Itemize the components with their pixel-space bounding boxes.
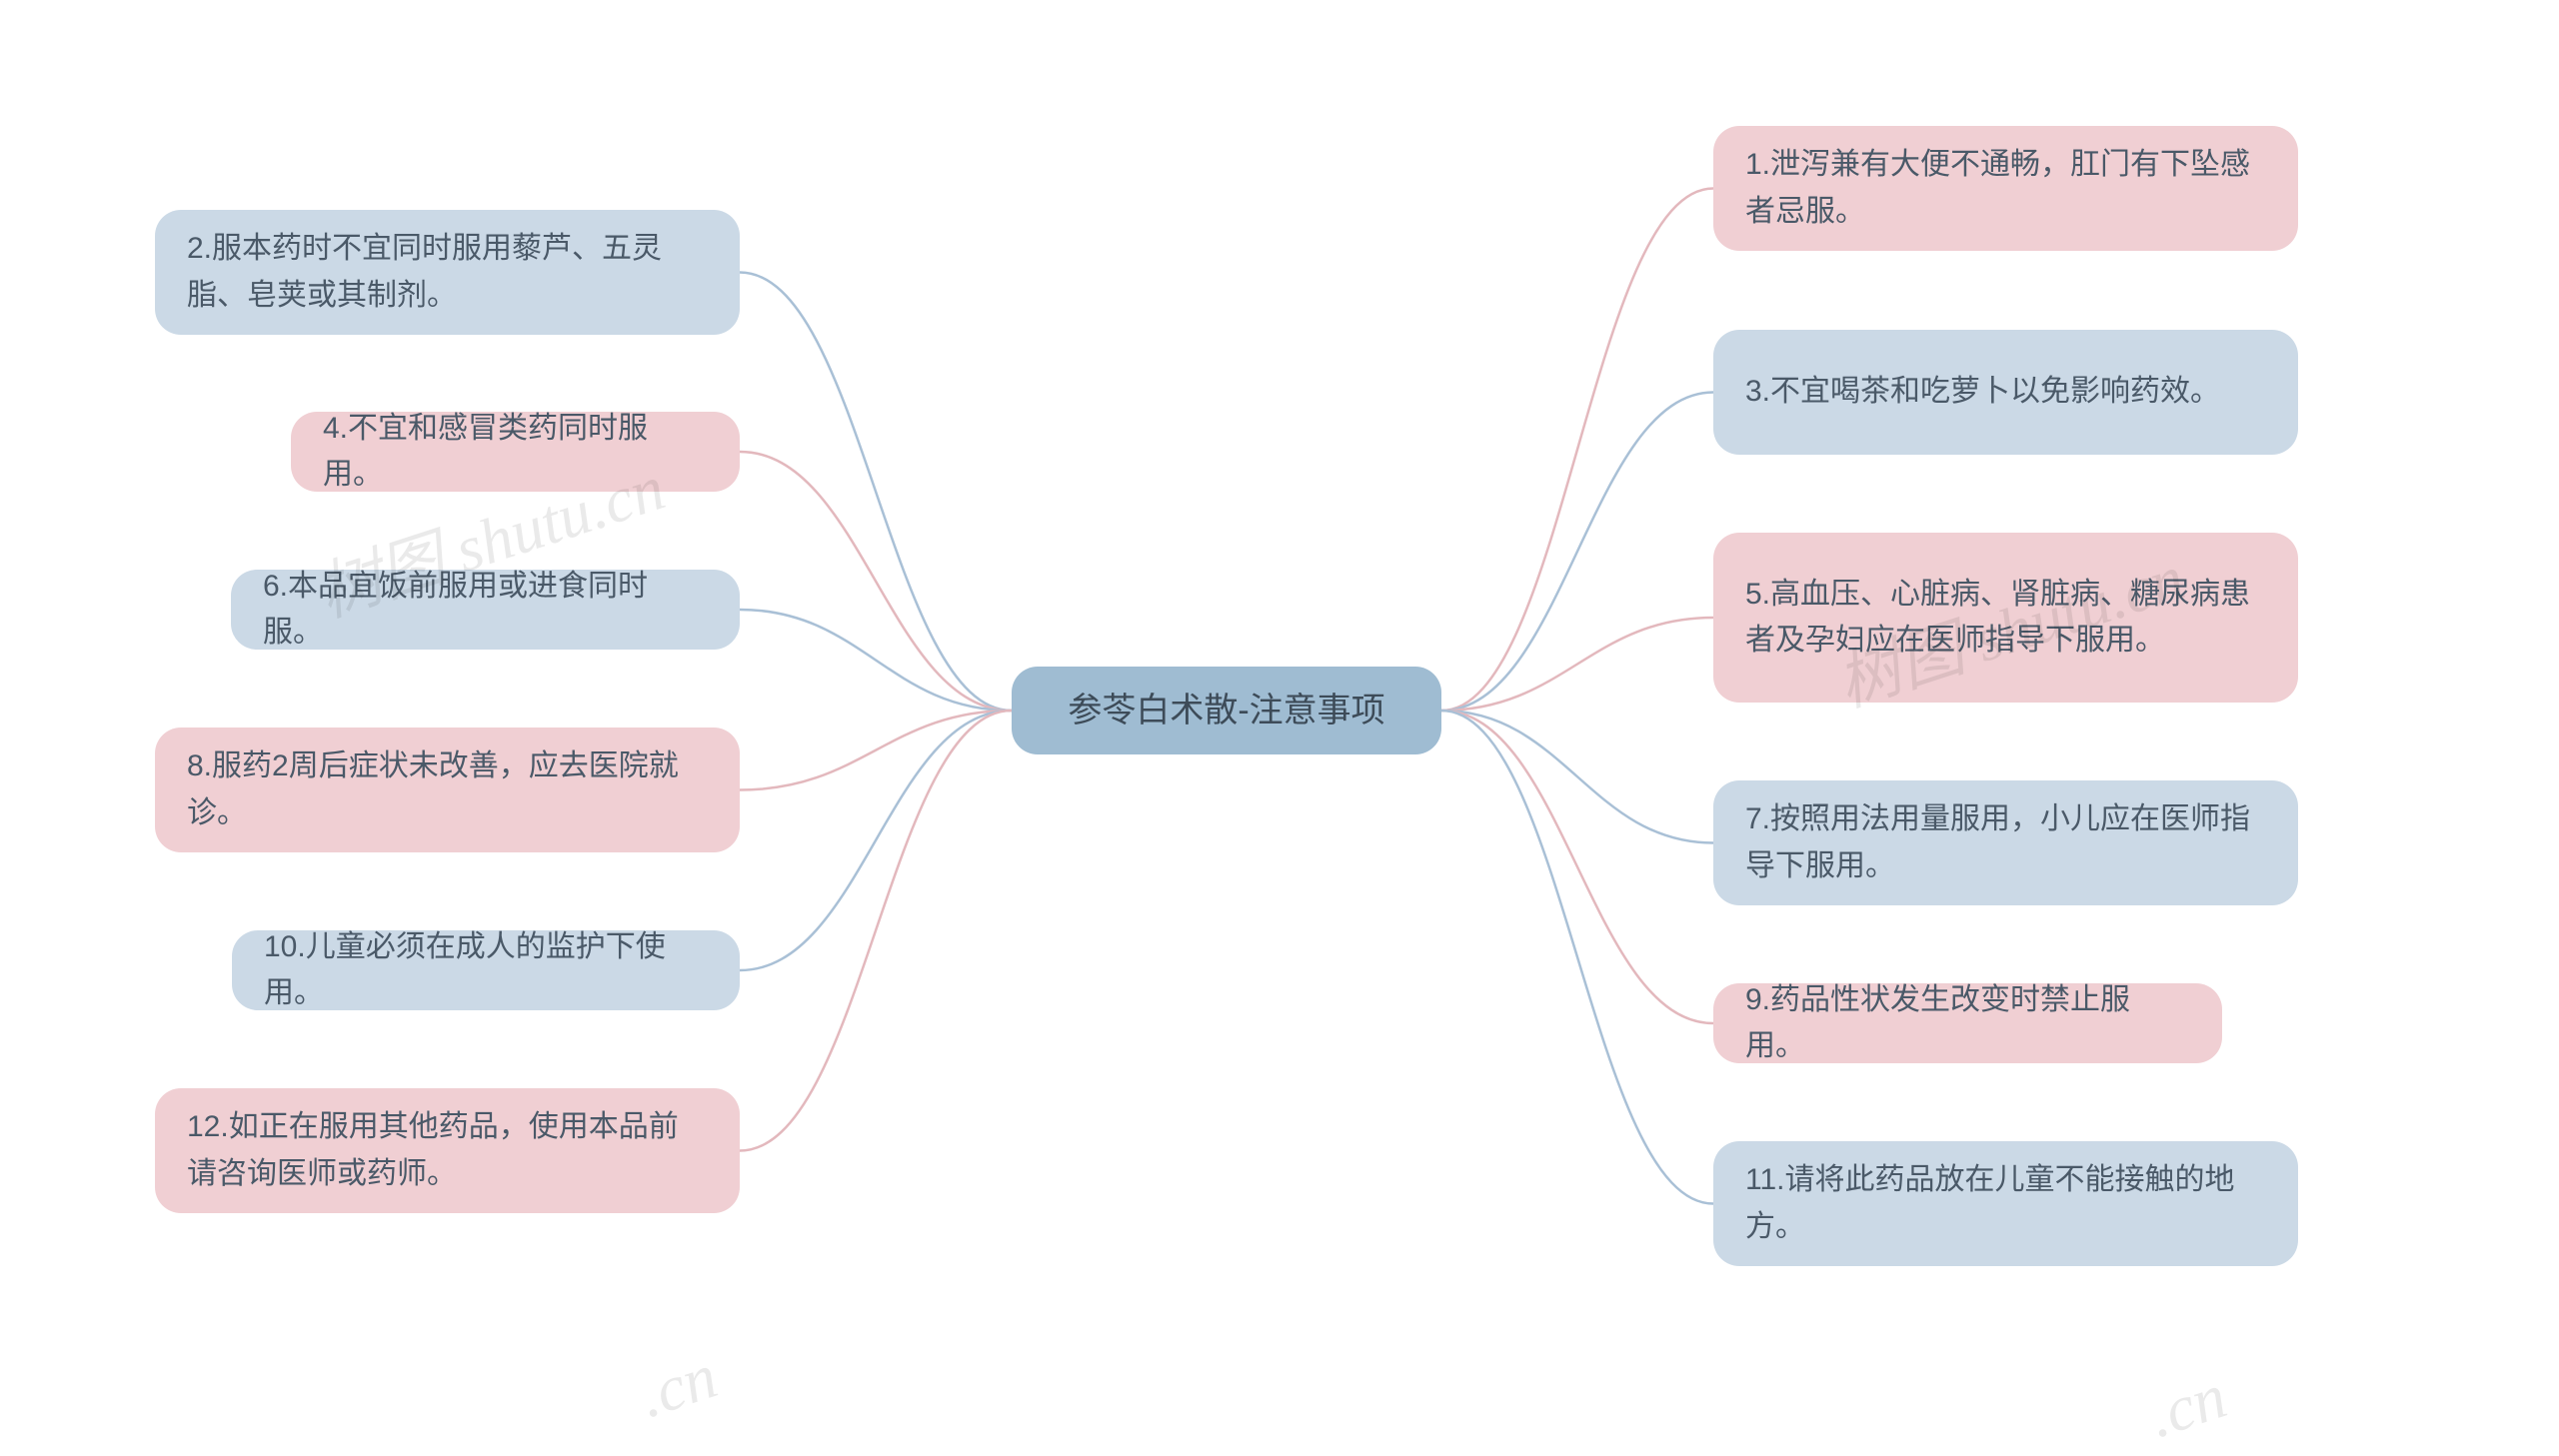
connector <box>740 711 1012 790</box>
branch-node: 11.请将此药品放在儿童不能接触的地方。 <box>1713 1141 2298 1266</box>
branch-label: 2.服本药时不宜同时服用藜芦、五灵脂、皂荚或其制剂。 <box>187 226 708 319</box>
connector <box>740 711 1012 970</box>
branch-node: 9.药品性状发生改变时禁止服用。 <box>1713 983 2222 1063</box>
connector <box>740 273 1012 712</box>
branch-node: 2.服本药时不宜同时服用藜芦、五灵脂、皂荚或其制剂。 <box>155 210 740 335</box>
connector <box>1441 711 1713 1204</box>
branch-label: 5.高血压、心脏病、肾脏病、糖尿病患者及孕妇应在医师指导下服用。 <box>1745 572 2266 665</box>
connector <box>740 452 1012 711</box>
branch-node: 4.不宜和感冒类药同时服用。 <box>291 412 740 492</box>
branch-node: 1.泄泻兼有大便不通畅，肛门有下坠感者忌服。 <box>1713 126 2298 251</box>
connector <box>1441 189 1713 712</box>
branch-label: 4.不宜和感冒类药同时服用。 <box>323 406 708 499</box>
branch-label: 9.药品性状发生改变时禁止服用。 <box>1745 977 2190 1070</box>
branch-node: 7.按照用法用量服用，小儿应在医师指导下服用。 <box>1713 780 2298 905</box>
connector <box>740 610 1012 711</box>
branch-node: 10.儿童必须在成人的监护下使用。 <box>232 930 740 1010</box>
connector <box>740 711 1012 1151</box>
connector <box>1441 711 1713 1023</box>
branch-label: 12.如正在服用其他药品，使用本品前请咨询医师或药师。 <box>187 1104 708 1197</box>
connector <box>1441 618 1713 711</box>
branch-label: 10.儿童必须在成人的监护下使用。 <box>264 924 708 1017</box>
center-label: 参苓白术散-注意事项 <box>1068 685 1384 737</box>
branch-label: 8.服药2周后症状未改善，应去医院就诊。 <box>187 743 708 836</box>
branch-label: 6.本品宜饭前服用或进食同时服。 <box>263 564 708 657</box>
watermark: .cn <box>630 1339 726 1433</box>
branch-node: 8.服药2周后症状未改善，应去医院就诊。 <box>155 728 740 852</box>
branch-node: 3.不宜喝茶和吃萝卜以免影响药效。 <box>1713 330 2298 455</box>
connector <box>1441 393 1713 712</box>
branch-label: 3.不宜喝茶和吃萝卜以免影响药效。 <box>1745 369 2220 416</box>
watermark: .cn <box>2139 1359 2235 1453</box>
connector <box>1441 711 1713 843</box>
branch-node: 6.本品宜饭前服用或进食同时服。 <box>231 570 740 650</box>
center-node: 参苓白术散-注意事项 <box>1012 667 1441 754</box>
branch-node: 12.如正在服用其他药品，使用本品前请咨询医师或药师。 <box>155 1088 740 1213</box>
branch-label: 1.泄泻兼有大便不通畅，肛门有下坠感者忌服。 <box>1745 142 2266 235</box>
branch-label: 7.按照用法用量服用，小儿应在医师指导下服用。 <box>1745 796 2266 889</box>
branch-node: 5.高血压、心脏病、肾脏病、糖尿病患者及孕妇应在医师指导下服用。 <box>1713 533 2298 703</box>
branch-label: 11.请将此药品放在儿童不能接触的地方。 <box>1745 1157 2266 1250</box>
mindmap-canvas: 参苓白术散-注意事项 2.服本药时不宜同时服用藜芦、五灵脂、皂荚或其制剂。 4.不宜… <box>0 0 2559 1456</box>
